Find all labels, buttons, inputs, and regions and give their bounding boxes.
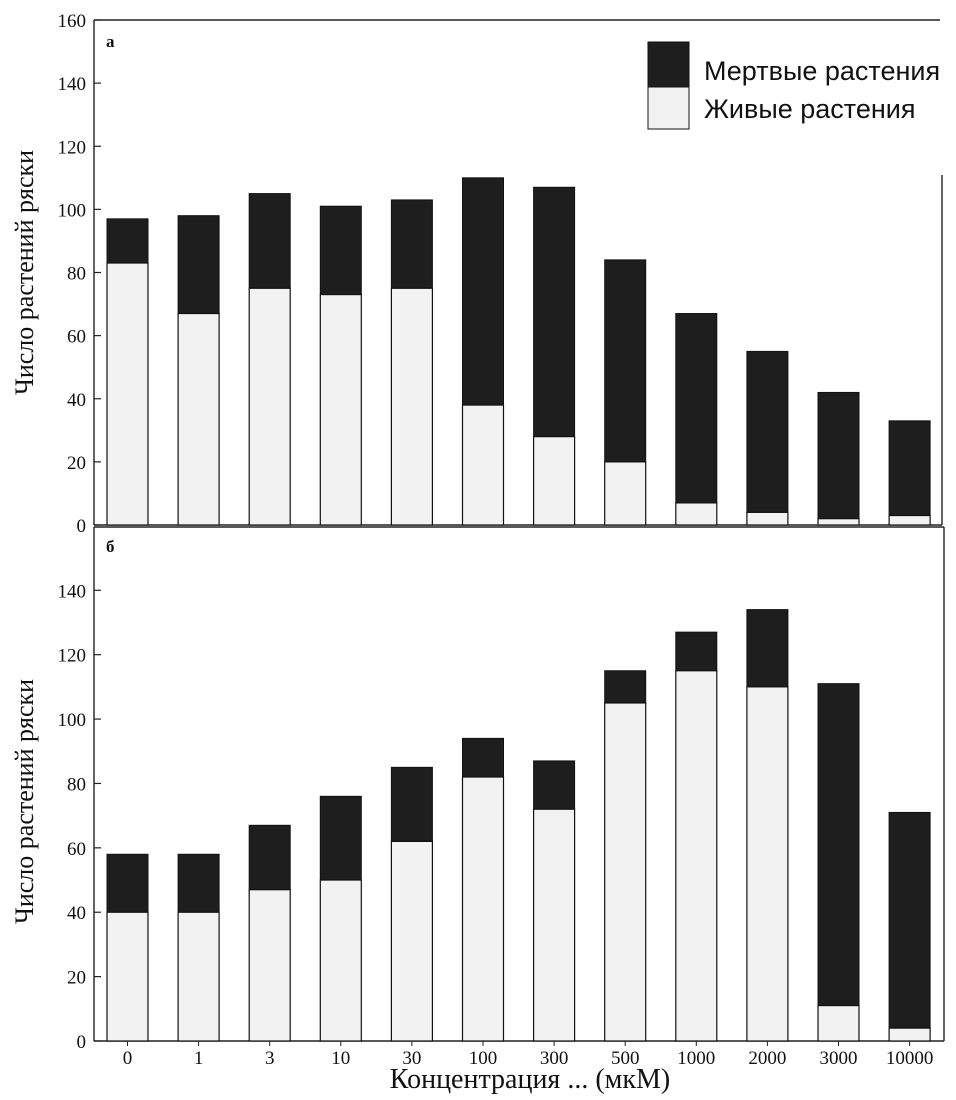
bar-dead-100 [462,177,504,406]
bar-live-2000 [746,686,789,1042]
bar-live-300 [532,808,576,1042]
bar-dead-1 [177,215,220,315]
bar-dead-1 [177,853,220,913]
legend: Мертвые растения Живые растения [647,41,940,130]
legend-label-dead: Мертвые растения [704,56,940,86]
bar-live-3 [248,287,291,526]
bar-live-500 [604,461,647,526]
bar-live-30 [390,840,433,1042]
bar-dead-3000 [817,683,860,1007]
bar-dead-3 [248,193,291,289]
bar-dead-300 [533,186,576,438]
bar-dead-500 [604,670,647,704]
y-axis-label: Число растений ряски [10,150,39,395]
y-axis-label: Число растений ряски [10,679,39,924]
y-tick-label: 120 [58,646,87,667]
bar-live-0 [106,911,149,1042]
bar-dead-100 [462,737,504,778]
x-tick-label: 10000 [886,1048,934,1069]
y-tick-label: 100 [58,710,87,731]
bar-live-10 [319,879,362,1042]
bar-dead-30 [390,199,433,289]
bar-live-1000 [675,670,718,1042]
bar-live-3000 [817,1004,860,1042]
x-tick-label: 3 [265,1048,275,1069]
y-tick-label: 80 [67,264,86,285]
bar-dead-10000 [888,420,931,517]
x-tick-label: 300 [540,1048,569,1069]
x-tick-label: 2000 [748,1048,786,1069]
bar-live-300 [532,436,576,526]
y-tick-label: 120 [58,137,87,158]
y-tick-label: 0 [77,1032,87,1053]
panel-a: 0 20 40 60 80 100 120 140 160 Число растений ряск… [10,11,943,537]
x-tick-label: 0 [123,1048,133,1069]
y-tick-label: 40 [67,390,86,411]
bar-dead-10000 [888,811,931,1029]
y-tick-label: 140 [58,581,87,602]
bar-dead-500 [604,259,647,463]
x-axis-label: Концентрация ... (мкМ) [390,1064,670,1095]
bar-live-100 [461,404,505,526]
bar-live-10000 [888,1027,931,1042]
y-tick-label: 0 [77,516,87,537]
x-tick-label: 500 [611,1048,640,1069]
bar-dead-3 [248,824,291,891]
bar-live-3000 [817,518,860,526]
bar-dead-1000 [675,313,718,504]
bar-live-500 [604,702,647,1042]
bar-dead-3000 [817,391,860,520]
legend-swatch-live [647,86,690,130]
y-tick-label: 160 [58,11,87,32]
bar-live-100 [461,776,505,1042]
x-tick-label: 1000 [677,1048,715,1069]
bar-dead-10 [319,205,362,296]
legend-swatch-dead [647,41,690,88]
y-tick-label: 60 [67,327,86,348]
bar-dead-30 [390,766,433,842]
y-tick-label: 20 [67,968,86,989]
bar-dead-0 [106,218,149,264]
legend-label-live: Живые растения [704,94,916,124]
bar-live-0 [106,262,149,526]
bar-dead-2000 [746,609,789,688]
bar-live-1000 [675,502,718,526]
y-tick-label: 80 [67,774,86,795]
bar-live-1 [177,911,220,1042]
y-tick-label: 140 [58,74,87,95]
y-tick-label: 100 [58,200,87,221]
y-tick-label: 60 [67,839,86,860]
x-tick-label: 10 [331,1048,350,1069]
bar-dead-0 [106,853,149,913]
bar-dead-2000 [746,350,789,513]
bar-dead-1000 [675,631,718,672]
bar-dead-10 [319,795,362,881]
bar-live-3 [248,889,291,1042]
bar-live-2000 [746,511,789,526]
x-tick-label: 3000 [820,1048,858,1069]
panel-b: 0 20 40 60 80 100 120 140 Число растений ряски б [10,526,945,1053]
x-tick-label: 100 [469,1048,498,1069]
y-tick-label: 40 [67,903,86,924]
panel-label: а [106,32,115,51]
bar-live-10 [319,293,362,526]
bar-live-10000 [888,514,931,526]
bar-live-1 [177,312,220,526]
bar-dead-300 [533,760,576,810]
panel-label: б [106,537,115,556]
x-tick-label: 1 [194,1048,204,1069]
y-tick-label: 20 [67,453,86,474]
x-tick-label: 30 [402,1048,421,1069]
bar-live-30 [390,287,433,526]
